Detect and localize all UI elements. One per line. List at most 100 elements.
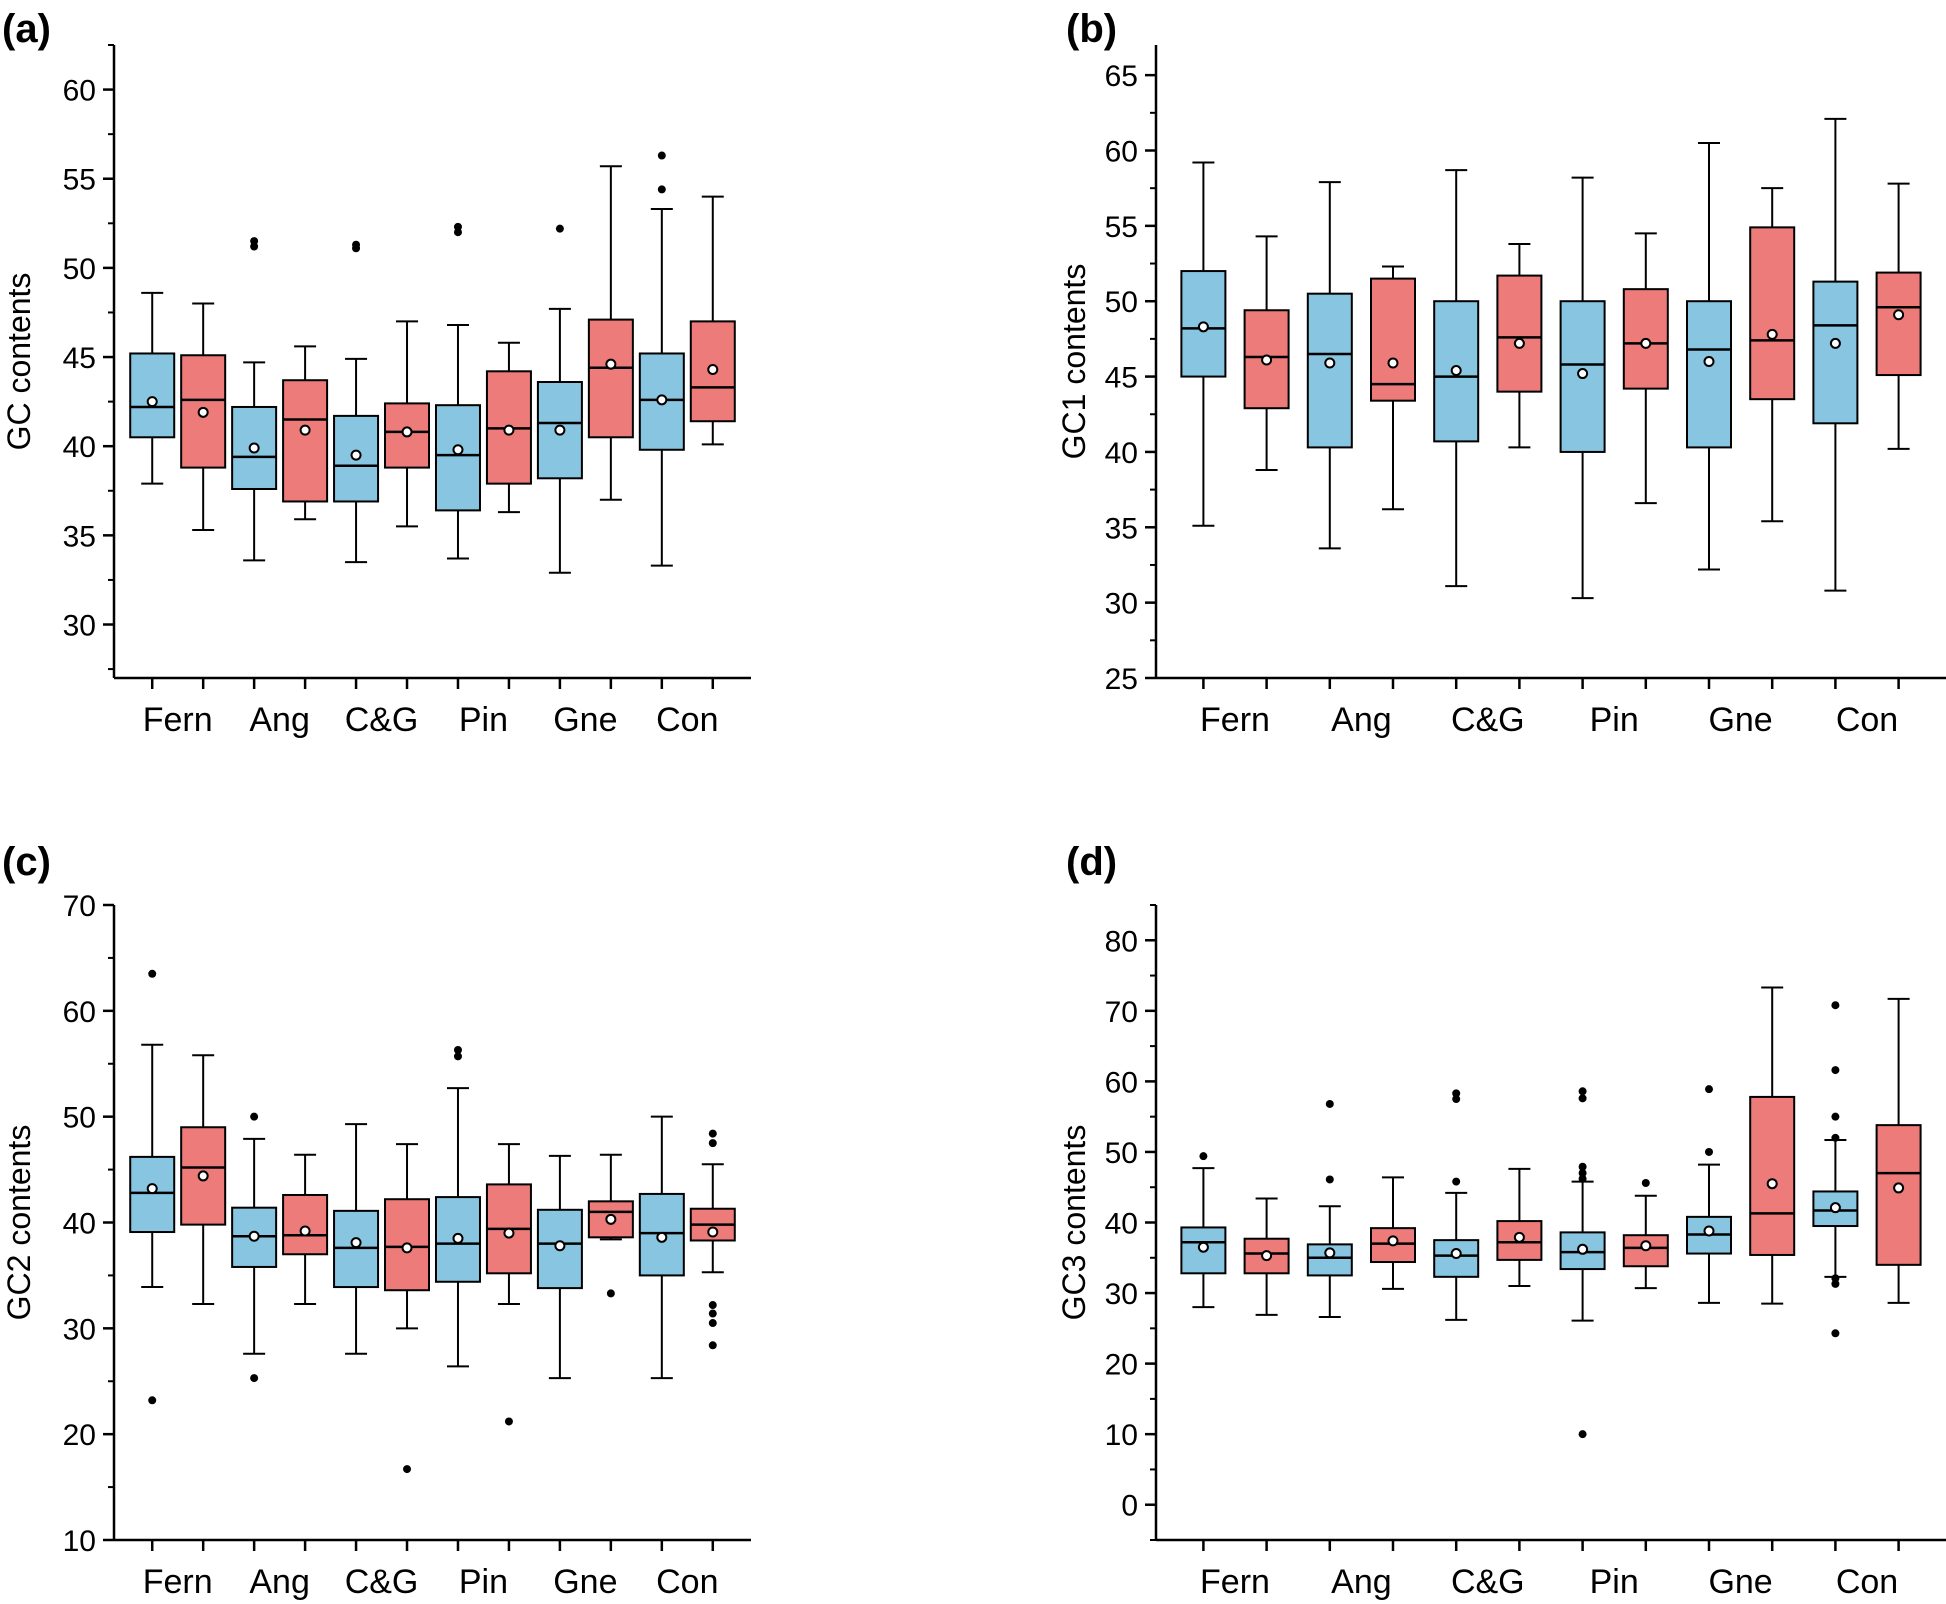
mean-marker — [452, 444, 464, 456]
box-con-blue — [638, 1115, 685, 1380]
outlier-point — [1325, 1175, 1334, 1184]
panel-c: (c) GC2 contents 10 20 30 40 50 60 70 Fern Ang C&G P… — [1, 840, 751, 1601]
box-fern-red — [180, 1054, 227, 1305]
box-iqr — [1370, 1227, 1416, 1264]
y-tick-label: 20 — [63, 1419, 96, 1452]
y-tick-label: 45 — [63, 342, 96, 375]
box-fern-red — [1243, 235, 1290, 472]
y-tick-label: 30 — [1105, 588, 1138, 621]
box-con-red — [689, 195, 736, 446]
box-ang-red — [282, 1153, 329, 1305]
outlier-point — [1831, 1066, 1840, 1075]
box-gne-red — [1749, 187, 1796, 523]
outlier-point — [1831, 1133, 1840, 1142]
outlier-point — [1641, 1178, 1650, 1187]
mean-marker — [197, 1170, 209, 1182]
mean-marker — [1703, 1225, 1715, 1237]
box-pin-red — [1622, 232, 1669, 505]
y-tick-label: 55 — [63, 164, 96, 197]
box-cg-red — [384, 320, 431, 528]
mean-marker — [1893, 1182, 1905, 1194]
y-tick-label: 40 — [1105, 437, 1138, 470]
outlier-point — [1578, 1094, 1587, 1103]
outlier-point — [352, 240, 361, 249]
outlier-point — [1705, 1085, 1713, 1094]
y-axis-title: GC contents — [1, 273, 37, 451]
box-con-red — [1875, 997, 1922, 1304]
box-pin-blue — [434, 222, 481, 560]
outlier-point — [555, 224, 564, 233]
box-iqr — [231, 405, 278, 490]
y-tick-label: 60 — [63, 75, 96, 108]
mean-marker — [299, 1225, 311, 1237]
mean-marker — [452, 1232, 464, 1244]
outlier-point — [250, 1112, 259, 1121]
box-fern-red — [180, 302, 227, 532]
panel-b: (b) GC1 contents 25 30 35 40 45 50 55 60 65 Fern Ang… — [1056, 7, 1946, 739]
outlier-point — [708, 1341, 717, 1350]
box-con-red — [689, 1129, 736, 1350]
group-label: Fern — [1200, 701, 1270, 739]
panel-a: (a) GC contents 30 35 40 45 50 55 60 Fern Ang C&G Pi… — [1, 7, 751, 739]
y-tick-label: 65 — [1105, 60, 1138, 93]
outlier-point — [148, 969, 157, 978]
group-label: C&G — [1451, 701, 1525, 739]
panel-label: (d) — [1066, 840, 1117, 884]
panel-label: (c) — [2, 840, 51, 884]
group-label: Ang — [249, 1563, 310, 1601]
outlier-point — [1831, 1112, 1840, 1121]
group-label: Ang — [1331, 1563, 1392, 1601]
box-cg-red — [1496, 242, 1543, 449]
group-label: Fern — [143, 701, 213, 739]
panel-label: (b) — [1066, 7, 1117, 51]
mean-marker — [350, 1237, 362, 1249]
box-gne-red — [587, 165, 634, 501]
group-label: Fern — [143, 1563, 213, 1601]
y-tick-label: 40 — [63, 1208, 96, 1241]
box-gne-blue — [536, 224, 583, 574]
outlier-point — [504, 1417, 513, 1426]
outlier-point — [1831, 1329, 1840, 1338]
mean-marker — [401, 1242, 413, 1254]
box-iqr — [587, 1200, 634, 1239]
box-iqr — [1686, 300, 1732, 449]
box-con-blue — [1812, 1001, 1859, 1338]
y-tick-label: 80 — [1105, 925, 1138, 958]
mean-marker — [1640, 337, 1652, 349]
outlier-point — [1325, 1099, 1334, 1108]
group-label: Con — [656, 1563, 718, 1601]
box-cg-blue — [1433, 169, 1480, 588]
mean-marker — [197, 406, 209, 418]
outlier-point — [250, 237, 259, 246]
outlier-point — [453, 222, 462, 231]
y-tick-label: 30 — [63, 610, 96, 643]
outlier-point — [1199, 1152, 1208, 1161]
box-iqr — [1496, 274, 1543, 393]
box-iqr — [434, 404, 481, 512]
mean-marker — [1450, 365, 1462, 377]
box-iqr — [282, 1193, 329, 1256]
box-pin-red — [485, 1143, 532, 1426]
y-tick-label: 45 — [1105, 362, 1138, 395]
box-cg-red — [1496, 1167, 1543, 1287]
box-ang-blue — [231, 237, 278, 562]
y-tick-label: 50 — [1105, 1137, 1138, 1170]
y-tick-label: 70 — [63, 890, 96, 923]
box-fern-red — [1243, 1197, 1290, 1316]
group-label: Pin — [459, 701, 508, 739]
mean-marker — [554, 424, 566, 436]
y-axis-title: GC2 contents — [1, 1125, 37, 1321]
outlier-point — [1578, 1162, 1587, 1171]
y-tick-label: 40 — [63, 431, 96, 464]
box-iqr — [1306, 292, 1353, 449]
panel-label: (a) — [2, 7, 51, 51]
group-label: Ang — [1331, 701, 1392, 739]
mean-marker — [1577, 368, 1589, 380]
box-cg-blue — [333, 240, 380, 564]
outlier-point — [1452, 1177, 1461, 1186]
mean-marker — [1513, 337, 1525, 349]
group-label: Ang — [249, 701, 310, 739]
mean-marker — [503, 424, 515, 436]
box-iqr — [1749, 1095, 1796, 1256]
